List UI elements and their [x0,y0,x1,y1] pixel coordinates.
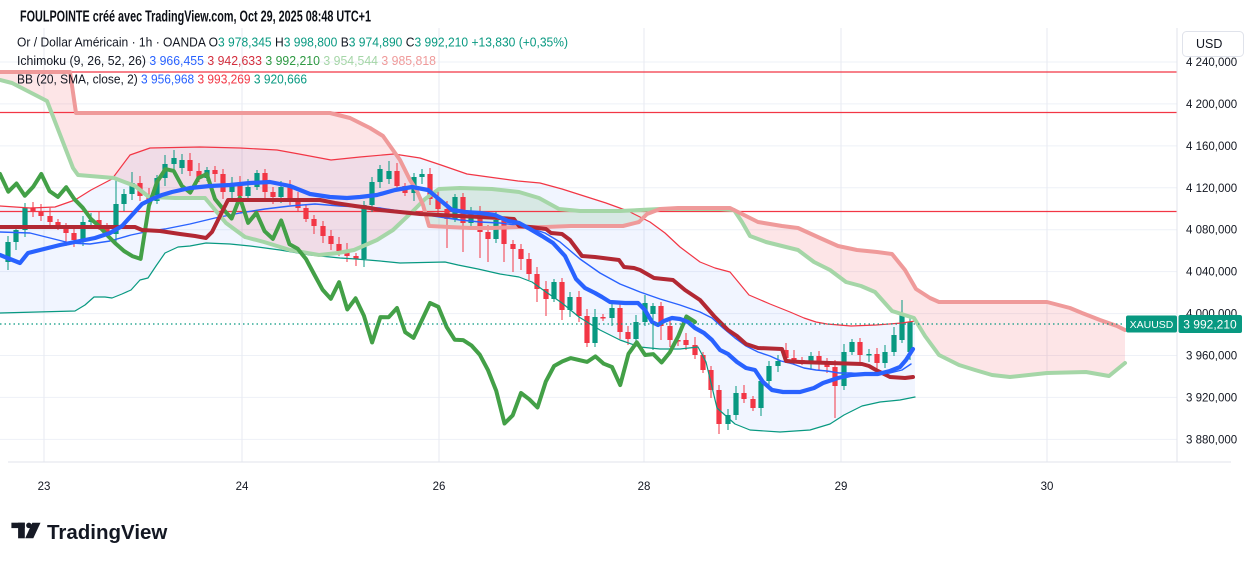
svg-text:4 080,000: 4 080,000 [1186,225,1237,237]
svg-text:FOULPOINTE créé avec TradingVi: FOULPOINTE créé avec TradingView.com, Oc… [20,9,371,26]
svg-text:XAUUSD: XAUUSD [1130,319,1174,331]
svg-text:4 240,000: 4 240,000 [1186,57,1237,69]
svg-text:3 880,000: 3 880,000 [1186,434,1237,446]
svg-text:24: 24 [236,481,249,493]
svg-text:4 160,000: 4 160,000 [1186,141,1237,153]
svg-text:4 200,000: 4 200,000 [1186,99,1237,111]
svg-text:3 920,000: 3 920,000 [1186,392,1237,404]
svg-text:4 040,000: 4 040,000 [1186,267,1237,279]
svg-text:BB (20, SMA, close, 2) 3 956,: BB (20, SMA, close, 2) 3 956,968 3 993,2… [17,72,307,87]
svg-text:29: 29 [835,481,848,493]
svg-text:26: 26 [433,481,446,493]
svg-text:3 960,000: 3 960,000 [1186,351,1237,363]
svg-text:Or / Dollar Américain · 1h · O: Or / Dollar Américain · 1h · OANDA O3 97… [17,35,568,50]
svg-text:3 992,210: 3 992,210 [1183,318,1237,332]
svg-text:USD: USD [1196,37,1222,51]
svg-text:TradingView: TradingView [47,521,167,544]
svg-text:30: 30 [1041,481,1054,493]
svg-text:4 120,000: 4 120,000 [1186,183,1237,195]
svg-text:Ichimoku (9, 26, 52, 26) 3 96: Ichimoku (9, 26, 52, 26) 3 966,455 3 942… [17,53,436,68]
svg-text:28: 28 [638,481,651,493]
svg-text:23: 23 [38,481,51,493]
